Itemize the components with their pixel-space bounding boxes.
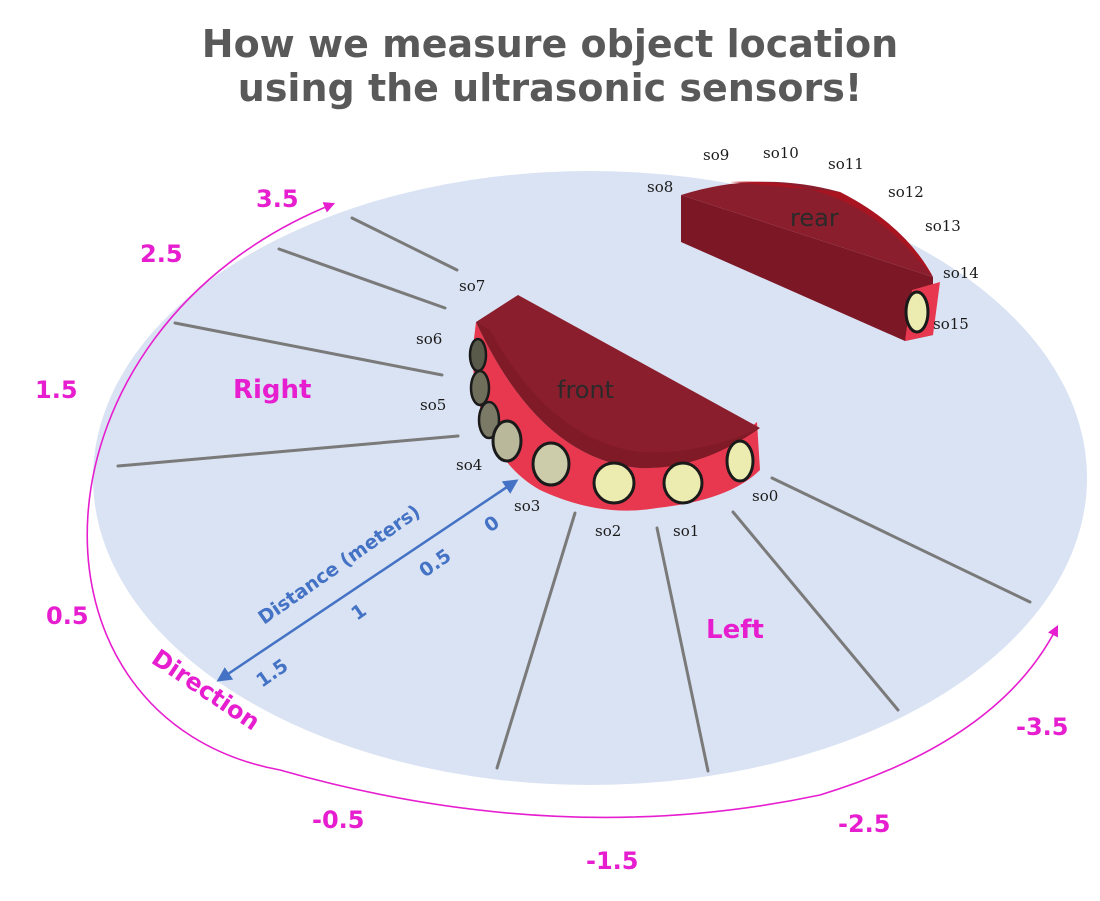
sensor-label-so8: so8 [647, 178, 673, 196]
right-side-label: Right [233, 375, 311, 405]
sensor-label-so0: so0 [752, 487, 778, 505]
sensor-label-so10: so10 [763, 144, 799, 162]
sensor-label-so3: so3 [514, 497, 540, 515]
direction-tick: 3.5 [256, 185, 299, 213]
distance-axis-arrow [216, 479, 519, 682]
direction-tick: -1.5 [586, 847, 638, 875]
title-line-2: using the ultrasonic sensors! [237, 66, 863, 110]
direction-ticks: 3.5 2.5 1.5 0.5 -0.5 -1.5 -2.5 -3.5 [35, 185, 1068, 875]
page-title: How we measure object location using the… [0, 22, 1100, 110]
sensor-label-so11: so11 [828, 155, 864, 173]
direction-tick: -2.5 [838, 810, 890, 838]
sensor-disc-so6 [469, 369, 491, 407]
sensor-label-so7: so7 [459, 277, 485, 295]
front-label: front [557, 376, 614, 404]
sensor-label-so5: so5 [420, 396, 446, 414]
sensor-label-so9: so9 [703, 146, 729, 164]
sensor-label-so14: so14 [943, 264, 979, 282]
sensor-disc-so3 [531, 441, 571, 487]
direction-tick: -3.5 [1016, 713, 1068, 741]
sensor-disc-so0 [725, 439, 755, 483]
direction-tick: 2.5 [140, 240, 183, 268]
sensor-label-so12: so12 [888, 183, 924, 201]
direction-tick: 1.5 [35, 376, 78, 404]
rear-label: rear [790, 204, 839, 232]
sensor-label-so15: so15 [933, 315, 969, 333]
sensor-label-so1: so1 [673, 522, 699, 540]
title-line-1: How we measure object location [201, 22, 899, 66]
sensor-disc-so1 [662, 461, 704, 505]
direction-tick: 0.5 [46, 602, 89, 630]
direction-arc [86, 202, 1059, 819]
sensor-label-so4: so4 [456, 456, 482, 474]
sensor-disc-so7 [468, 337, 488, 373]
sensor-label-so13: so13 [925, 217, 961, 235]
sensor-disc-so15 [904, 290, 930, 334]
direction-tick: -0.5 [312, 806, 364, 834]
left-side-label: Left [706, 615, 764, 645]
sensor-label-so2: so2 [595, 522, 621, 540]
sensor-label-so6: so6 [416, 330, 442, 348]
sensor-disc-so2 [592, 461, 636, 505]
sensor-disc-so4 [491, 419, 523, 463]
